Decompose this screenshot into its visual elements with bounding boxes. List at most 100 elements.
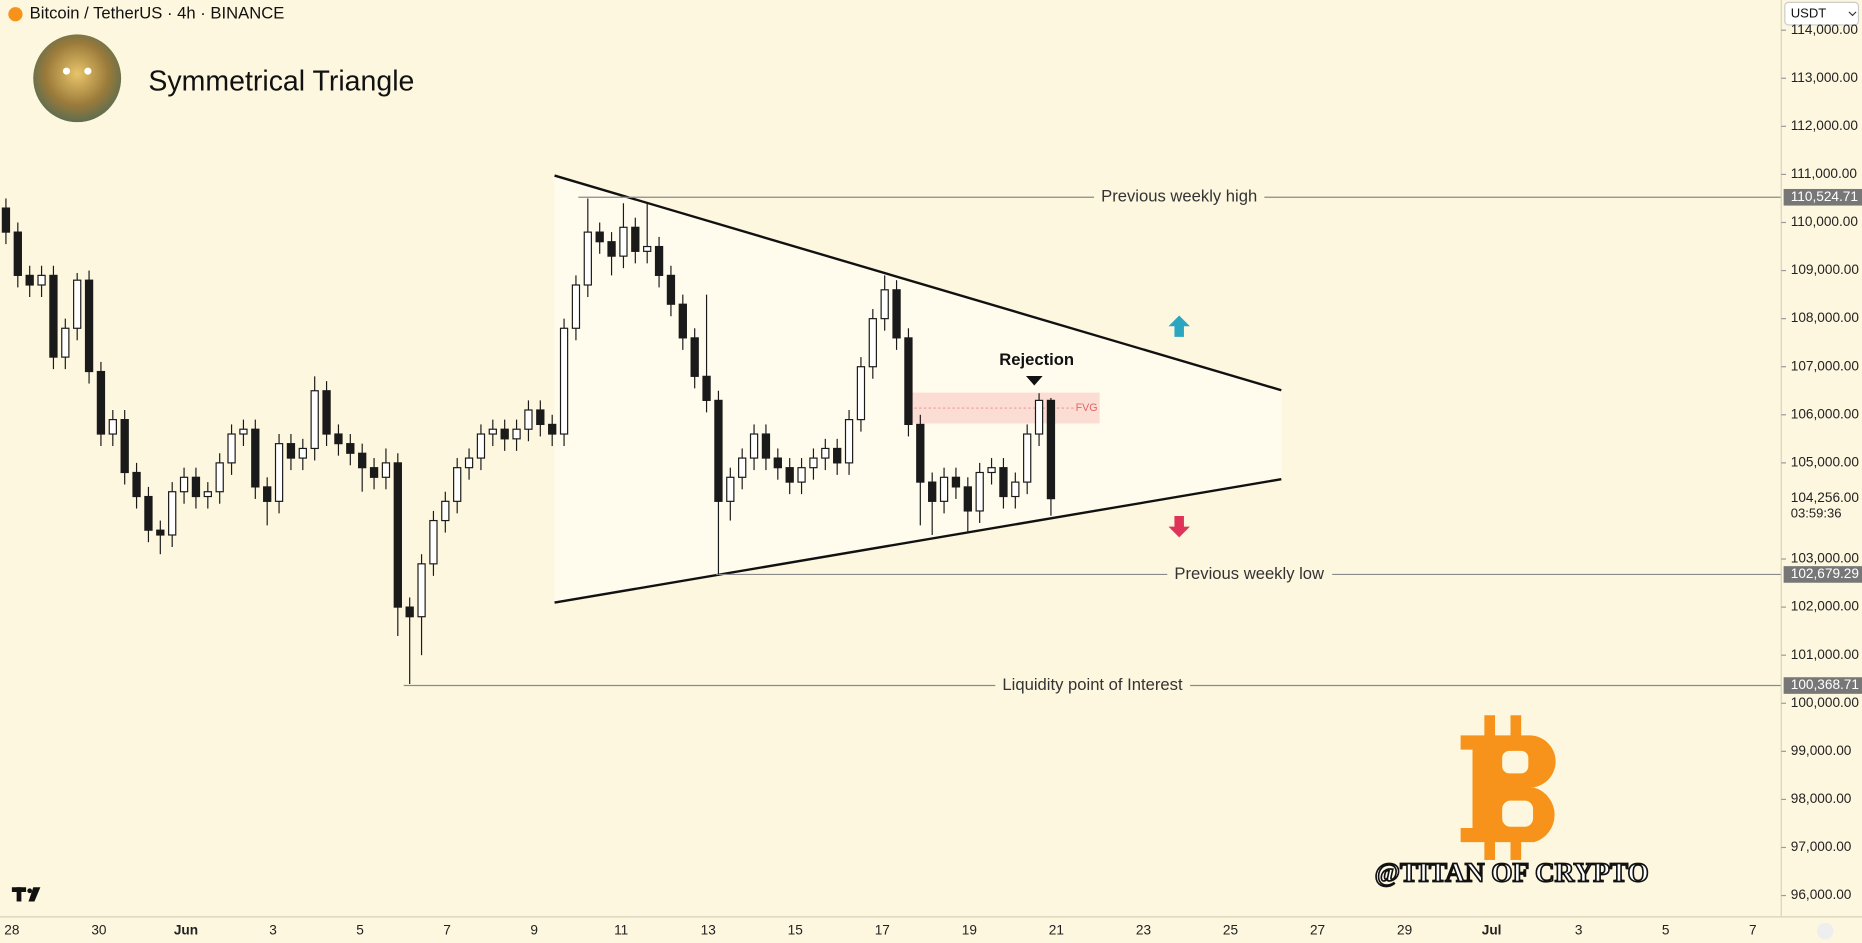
tv-logo-part [28, 887, 41, 902]
last-price-tag [1783, 490, 1862, 523]
x-tick-label: 7 [1749, 923, 1757, 938]
candle-body [654, 245, 664, 276]
currency-caret[interactable] [1848, 11, 1857, 17]
candle-body [84, 279, 94, 373]
candle-body [678, 303, 687, 339]
candle-body [49, 274, 58, 358]
candle-body [61, 327, 70, 358]
candle-body [1034, 399, 1044, 435]
candle-body [880, 289, 889, 320]
y-tick-label: 105,000.00 [1791, 454, 1860, 469]
y-tick-label: 108,000.00 [1791, 310, 1860, 325]
x-tick-label: 3 [269, 923, 277, 938]
candle-body [476, 433, 486, 459]
candle-body [203, 491, 212, 498]
candle-body [108, 419, 117, 435]
level-label: Previous weekly low [1174, 564, 1325, 583]
y-tick-label: 101,000.00 [1791, 647, 1860, 662]
tv-logo [11, 887, 41, 902]
price-tag [1783, 566, 1862, 583]
candle-body [524, 409, 533, 430]
candle-body [785, 467, 794, 483]
candle-body [358, 452, 367, 469]
x-tick-label: 5 [356, 923, 364, 938]
candle-body [215, 462, 224, 493]
price-axis [1781, 0, 1862, 917]
candle-body [274, 443, 284, 502]
candle-body [1046, 399, 1056, 500]
candle-body [749, 433, 759, 459]
candle-body [821, 447, 830, 459]
candle-body [1011, 481, 1020, 498]
candle-body [797, 467, 806, 483]
candle-body [844, 419, 854, 464]
candle-body [738, 457, 747, 478]
candle-body [726, 476, 735, 502]
candle-body [928, 481, 937, 502]
x-tick-label: 3 [1575, 923, 1583, 938]
logo-bar [1510, 833, 1522, 860]
x-tick-label: 23 [1136, 923, 1151, 938]
y-tick-label: 103,000.00 [1791, 551, 1860, 566]
y-tick-label: 106,000.00 [1791, 406, 1860, 421]
last-price-label: 104,256.00 [1791, 490, 1860, 505]
y-tick-label: 98,000.00 [1791, 791, 1852, 806]
axes: 96,000.00 97,000.00 98,000.00 99,000.00 100,… [4, 22, 1862, 938]
x-tick-label: 19 [962, 923, 977, 938]
candle-body [583, 231, 592, 286]
candle-body [892, 289, 901, 339]
auto-scale-button[interactable] [1816, 922, 1834, 940]
candle-body [168, 491, 177, 536]
y-tick-label: 97,000.00 [1791, 839, 1852, 854]
level-label-bg [1167, 563, 1333, 583]
price-tag-label: 110,524.71 [1791, 189, 1858, 204]
currency-label[interactable]: USDT [1791, 6, 1827, 21]
candle-body [37, 274, 46, 286]
fvg-label: FVG [1076, 402, 1098, 414]
avatar [33, 34, 122, 123]
candle-body [334, 433, 343, 445]
candle-body [322, 390, 331, 435]
candle-body [761, 433, 771, 459]
candle-body [939, 476, 949, 502]
candle-body [73, 279, 82, 329]
candle-body [441, 500, 450, 522]
candle-body [773, 457, 782, 469]
candle-body [643, 245, 652, 252]
candle-body [96, 370, 106, 435]
x-tick-label: 15 [788, 923, 803, 938]
price-tag [1783, 188, 1862, 206]
x-tick-label: 29 [1397, 923, 1412, 938]
x-tick-label: Jun [174, 923, 198, 938]
logo-hole [1502, 750, 1529, 774]
level-label-bg [995, 674, 1191, 694]
candle-body [975, 471, 984, 512]
x-tick-label: 21 [1049, 923, 1064, 938]
symbol-icon [8, 7, 23, 22]
level-label: Liquidity point of Interest [1002, 675, 1183, 694]
candle-body [619, 226, 628, 257]
logo-bar [1510, 715, 1522, 742]
candle-body [120, 419, 129, 474]
candle-body [631, 226, 640, 252]
y-tick-label: 107,000.00 [1791, 358, 1860, 373]
avatar-eye [62, 67, 71, 75]
candle-body [239, 428, 248, 435]
tv-logo-part [16, 887, 22, 902]
x-tick-label: Jul [1482, 923, 1502, 938]
candle-body [548, 423, 557, 435]
tv-logo-part [27, 888, 33, 894]
currency-button[interactable] [1784, 1, 1860, 26]
y-tick-label: 102,000.00 [1791, 599, 1860, 614]
candle-body [666, 274, 676, 305]
watermark: @TITAN OF CRYPTO [1375, 858, 1649, 888]
countdown-label: 03:59:36 [1791, 506, 1842, 521]
level-label-bg [1094, 186, 1265, 206]
candle-body [714, 399, 723, 502]
candle-body [464, 457, 474, 469]
candle-body [536, 409, 545, 426]
title: Symmetrical Triangle [148, 66, 414, 98]
candle-body [999, 467, 1008, 498]
time-axis [0, 916, 1862, 943]
